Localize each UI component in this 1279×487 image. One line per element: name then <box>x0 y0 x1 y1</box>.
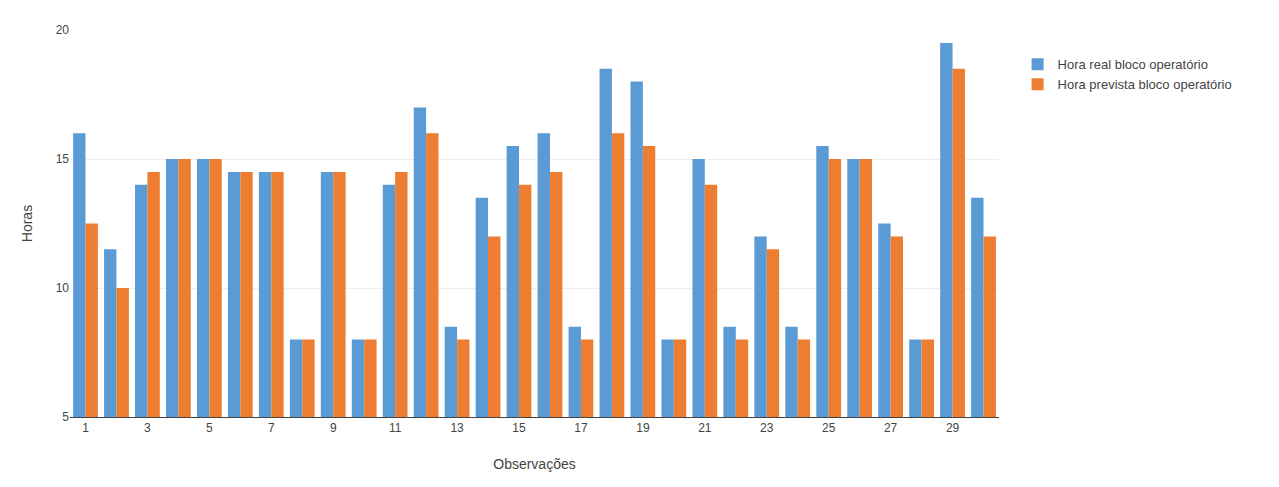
svg-text:15: 15 <box>56 152 70 166</box>
svg-text:Hora real bloco operatório: Hora real bloco operatório <box>1058 57 1208 72</box>
svg-text:5: 5 <box>62 410 69 424</box>
svg-text:Horas: Horas <box>19 205 35 242</box>
svg-text:17: 17 <box>574 421 588 435</box>
svg-text:9: 9 <box>330 421 337 435</box>
svg-text:29: 29 <box>946 421 960 435</box>
svg-text:7: 7 <box>268 421 275 435</box>
svg-text:10: 10 <box>56 281 70 295</box>
svg-text:27: 27 <box>884 421 898 435</box>
svg-text:Observações: Observações <box>493 456 575 472</box>
svg-text:20: 20 <box>56 23 70 37</box>
svg-text:15: 15 <box>512 421 526 435</box>
svg-text:1: 1 <box>82 421 89 435</box>
svg-text:11: 11 <box>389 421 402 435</box>
svg-text:Hora prevista bloco operatório: Hora prevista bloco operatório <box>1058 77 1232 92</box>
svg-text:13: 13 <box>450 421 464 435</box>
svg-text:25: 25 <box>822 421 836 435</box>
svg-text:5: 5 <box>206 421 213 435</box>
svg-text:21: 21 <box>698 421 712 435</box>
svg-text:3: 3 <box>144 421 151 435</box>
svg-text:19: 19 <box>636 421 650 435</box>
svg-text:23: 23 <box>760 421 774 435</box>
